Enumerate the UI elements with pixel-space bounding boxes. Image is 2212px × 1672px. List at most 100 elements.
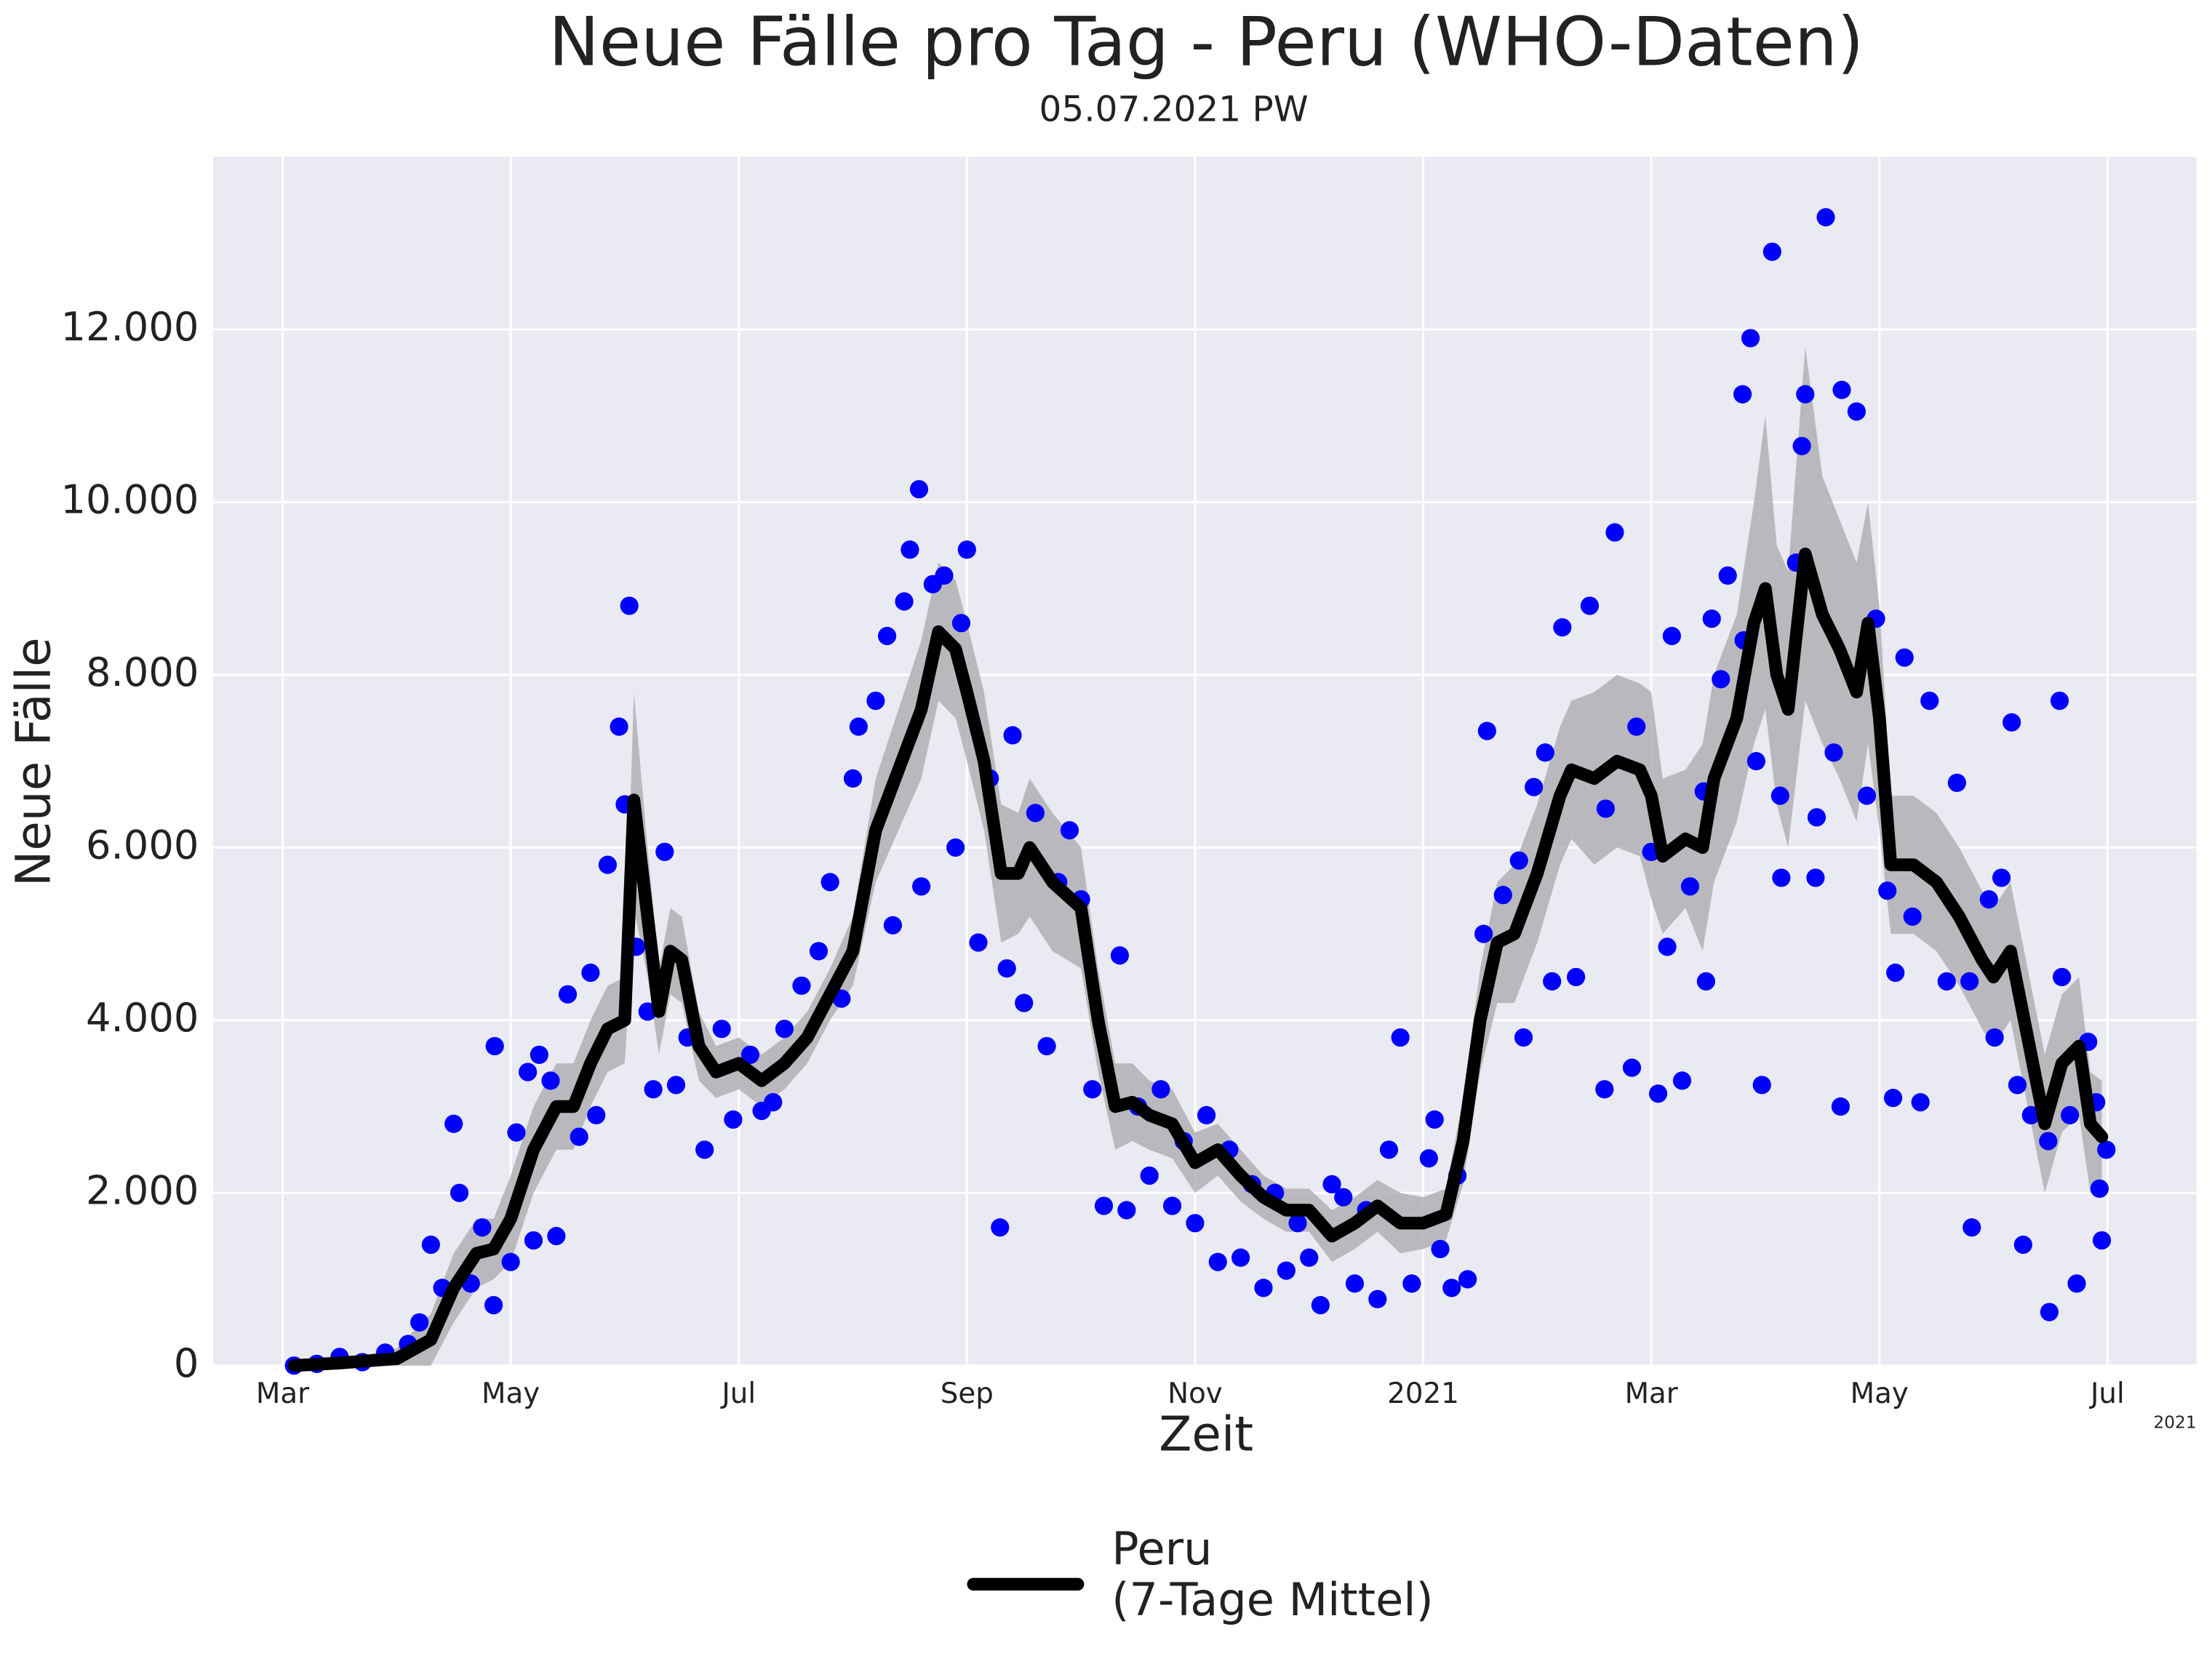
data-point	[519, 1063, 538, 1081]
data-point	[1254, 1279, 1273, 1297]
data-point	[1300, 1248, 1319, 1267]
data-point	[1658, 937, 1677, 956]
data-point	[1772, 868, 1791, 887]
data-point	[1878, 881, 1897, 900]
data-point	[1895, 648, 1914, 667]
data-point	[501, 1252, 520, 1271]
y-tick-label: 8.000	[86, 649, 199, 695]
data-point	[1979, 889, 1998, 909]
data-point	[1117, 1201, 1136, 1220]
data-point	[1947, 773, 1966, 792]
data-point	[764, 1092, 783, 1112]
data-point	[1379, 1140, 1399, 1159]
data-point	[1277, 1261, 1295, 1280]
data-point	[2097, 1140, 2116, 1159]
data-point	[1762, 242, 1781, 261]
data-point	[1580, 596, 1600, 615]
x-tick-label: Sep	[941, 1377, 994, 1410]
data-point	[1186, 1214, 1205, 1233]
data-point	[1060, 821, 1079, 840]
data-point	[547, 1227, 566, 1246]
legend: Peru (7-Tage Mittel)	[967, 1523, 1434, 1627]
data-point	[1311, 1295, 1330, 1315]
data-point	[421, 1235, 440, 1255]
x-tick-label: May	[482, 1377, 540, 1410]
data-point	[1334, 1188, 1353, 1207]
data-point	[2021, 1105, 2040, 1125]
data-point	[740, 1045, 760, 1064]
data-point	[935, 566, 954, 585]
data-point	[1960, 972, 1979, 991]
y-tick-label: 2.000	[86, 1167, 199, 1213]
data-point	[1806, 868, 1825, 887]
data-point	[1231, 1248, 1250, 1267]
data-point	[2039, 1132, 2058, 1151]
data-point	[1368, 1289, 1387, 1308]
data-point	[1770, 786, 1789, 805]
data-point	[484, 1295, 503, 1315]
x-tick-label: Nov	[1167, 1377, 1223, 1410]
data-point	[1425, 1110, 1444, 1129]
data-point	[1920, 691, 1939, 711]
data-point	[570, 1127, 588, 1146]
data-point	[1208, 1252, 1227, 1271]
data-point	[1733, 385, 1752, 404]
data-point	[901, 540, 919, 559]
data-point	[969, 933, 988, 952]
data-point	[2092, 1231, 2112, 1250]
data-point	[1648, 1084, 1668, 1103]
data-point	[530, 1045, 548, 1064]
data-point	[587, 1105, 606, 1125]
marks	[284, 208, 2116, 1375]
x-tick-label: Mar	[1625, 1377, 1678, 1410]
data-point	[1622, 1058, 1642, 1077]
chart-subtitle: 05.07.2021 PW	[1039, 89, 1309, 130]
data-point	[820, 873, 839, 892]
data-point	[877, 626, 897, 646]
data-point	[1831, 1097, 1850, 1116]
data-point	[997, 959, 1016, 978]
data-point	[1712, 670, 1730, 689]
data-point	[450, 1183, 469, 1202]
data-point	[883, 916, 903, 935]
y-axis-label: Neue Fälle	[5, 637, 61, 887]
data-point	[655, 842, 674, 861]
data-point	[1288, 1214, 1307, 1233]
data-point	[1718, 566, 1737, 585]
y-tick-label: 6.000	[86, 822, 199, 868]
data-point	[1391, 1028, 1410, 1047]
data-point	[1832, 380, 1851, 399]
data-point	[946, 838, 965, 857]
data-point	[1792, 436, 1811, 455]
data-point	[695, 1140, 714, 1159]
data-point	[1596, 799, 1616, 818]
data-point	[524, 1231, 543, 1250]
legend-label: Peru (7-Tage Mittel)	[1111, 1523, 1434, 1627]
data-point	[1015, 993, 1034, 1012]
data-point	[2050, 691, 2069, 711]
data-point	[1605, 523, 1624, 542]
data-point	[2067, 1274, 2086, 1293]
data-point	[1322, 1175, 1341, 1193]
data-point	[485, 1036, 504, 1056]
data-point	[1493, 886, 1512, 905]
data-point	[1525, 777, 1544, 796]
data-point	[911, 877, 931, 896]
data-point	[507, 1123, 526, 1142]
data-point	[1431, 1239, 1450, 1259]
data-point	[2090, 1179, 2109, 1198]
data-point	[1816, 208, 1835, 227]
data-point	[1402, 1274, 1421, 1293]
data-point	[2053, 967, 2072, 987]
data-point	[1553, 618, 1572, 637]
data-point	[1509, 851, 1528, 870]
data-point	[541, 1071, 560, 1090]
x-offset-label: 2021	[2153, 1413, 2196, 1433]
data-point	[1824, 743, 1843, 762]
data-point	[1662, 626, 1681, 646]
data-point	[2061, 1105, 2080, 1125]
data-point	[1514, 1028, 1533, 1047]
data-point	[1696, 972, 1716, 991]
